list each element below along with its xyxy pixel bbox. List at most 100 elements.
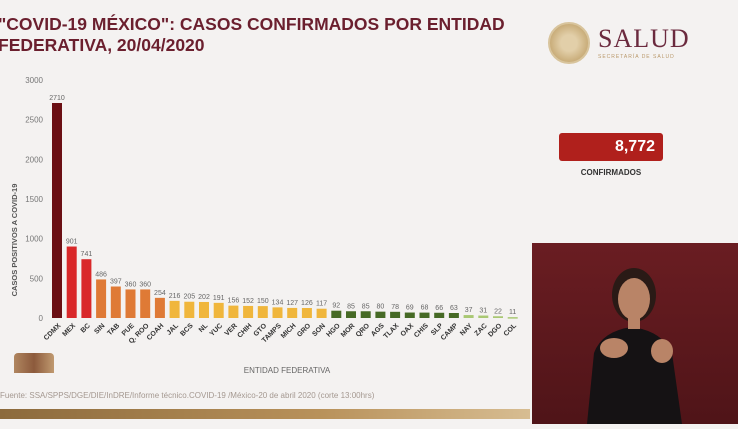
x-tick-label: OAX <box>400 322 416 338</box>
data-label: 11 <box>509 309 516 316</box>
bar-chih <box>243 305 254 318</box>
bar-bc <box>81 259 92 318</box>
data-label: 741 <box>81 251 93 258</box>
title-line-1: "COVID-19 MÉXICO": CASOS CONFIRMADOS POR… <box>0 14 505 34</box>
bar-ver <box>228 305 239 318</box>
x-tick-label: MEX <box>61 322 77 338</box>
data-label: 486 <box>95 271 107 278</box>
data-label: 901 <box>66 239 78 246</box>
data-label: 150 <box>257 298 269 305</box>
data-label: 22 <box>494 308 502 315</box>
data-label: 31 <box>479 308 487 315</box>
data-label: 360 <box>139 281 151 288</box>
x-tick-label: MOR <box>340 322 357 339</box>
y-tick-label: 0 <box>39 314 44 323</box>
source-note: Fuente: SSA/SPPS/DGE/DIE/InDRE/Informe t… <box>0 391 375 400</box>
interpreter-figure <box>587 268 682 424</box>
seal-icon <box>548 22 590 64</box>
x-tick-label: YUC <box>209 322 224 337</box>
x-tick-label: MICH <box>280 322 298 340</box>
data-label: 397 <box>110 279 122 286</box>
x-tick-label: CHIH <box>236 322 253 339</box>
data-label: 191 <box>213 295 225 302</box>
x-tick-label: SIN <box>93 322 106 335</box>
data-label: 69 <box>406 305 414 312</box>
bar-gto <box>257 306 268 318</box>
data-label: 127 <box>286 300 298 307</box>
y-tick-label: 2000 <box>25 155 43 164</box>
bar-oax <box>404 312 415 318</box>
bar-bcs <box>184 301 195 318</box>
data-label: 85 <box>347 303 355 310</box>
data-label: 254 <box>154 290 166 297</box>
x-tick-label: BC <box>80 322 92 334</box>
bar-dgo <box>493 316 503 318</box>
bar-yuc <box>213 302 224 318</box>
sign-language-interpreter-video <box>532 243 738 424</box>
bar-tlax <box>390 311 401 318</box>
logo-name: SALUD <box>598 24 690 53</box>
bar-col <box>507 317 518 319</box>
data-label: 126 <box>301 300 313 307</box>
bar-jal <box>169 300 180 318</box>
data-label: 66 <box>435 305 443 312</box>
x-tick-label: COL <box>503 322 519 338</box>
bar-zac <box>478 315 489 318</box>
bar-mex <box>66 246 77 318</box>
salud-logo: SALUD SECRETARÍA DE SALUD <box>548 22 690 64</box>
bar-nay <box>463 315 474 318</box>
bar-mich <box>287 307 298 318</box>
bar-cdmx <box>52 103 62 318</box>
data-label: 2710 <box>49 95 65 102</box>
data-label: 202 <box>198 294 210 301</box>
x-tick-label: HGO <box>325 322 342 339</box>
crowd-illustration <box>14 353 54 373</box>
bar-gro <box>301 308 312 318</box>
x-tick-label: CDMX <box>43 322 63 342</box>
x-tick-label: SON <box>311 322 327 338</box>
data-label: 63 <box>450 305 458 312</box>
x-tick-label: COAH <box>146 322 166 342</box>
x-tick-label: QRO <box>355 322 372 339</box>
bar-qro <box>360 311 371 318</box>
y-tick-label: 2500 <box>25 116 43 125</box>
data-label: 205 <box>183 294 195 301</box>
logo-subtitle: SECRETARÍA DE SALUD <box>598 54 675 60</box>
y-tick-label: 1000 <box>25 235 43 244</box>
x-tick-label: JAL <box>166 322 181 337</box>
x-tick-label: TLAX <box>383 322 401 340</box>
data-label: 78 <box>391 304 399 311</box>
x-tick-label: NAY <box>459 322 474 337</box>
x-tick-label: CAMP <box>440 322 460 342</box>
bar-nl <box>199 301 209 318</box>
x-axis-label: ENTIDAD FEDERATIVA <box>244 366 331 375</box>
bar-camp <box>448 313 459 318</box>
bar-son <box>316 308 327 318</box>
y-tick-label: 1500 <box>25 195 43 204</box>
data-label: 117 <box>316 301 327 308</box>
data-label: 37 <box>465 307 473 314</box>
data-label: 216 <box>169 293 181 300</box>
data-label: 92 <box>332 303 340 310</box>
bar-tamps <box>272 307 283 318</box>
data-label: 68 <box>421 305 429 312</box>
total-confirmed-value: 8,772 <box>559 133 663 161</box>
title-line-2: FEDERATIVA, 20/04/2020 <box>0 35 205 55</box>
x-tick-label: BCS <box>179 322 195 338</box>
bar-pue <box>125 289 136 318</box>
data-label: 80 <box>377 304 385 311</box>
data-label: 156 <box>228 298 240 305</box>
data-label: 360 <box>125 281 137 288</box>
bar-coah <box>154 297 165 318</box>
data-label: 134 <box>272 299 284 306</box>
x-tick-label: ZAC <box>474 322 489 337</box>
bar-ags <box>375 311 386 318</box>
bar-hgo <box>331 310 342 318</box>
bar-mor <box>346 311 356 318</box>
x-tick-label: GRO <box>296 322 313 339</box>
decorative-band <box>0 409 530 419</box>
bar-chart: CASOS POSITIVOS A COVID-19 ENTIDAD FEDER… <box>10 76 519 375</box>
y-tick-label: 500 <box>30 274 44 283</box>
bar-sin <box>96 279 107 318</box>
x-tick-label: TAB <box>106 322 121 337</box>
